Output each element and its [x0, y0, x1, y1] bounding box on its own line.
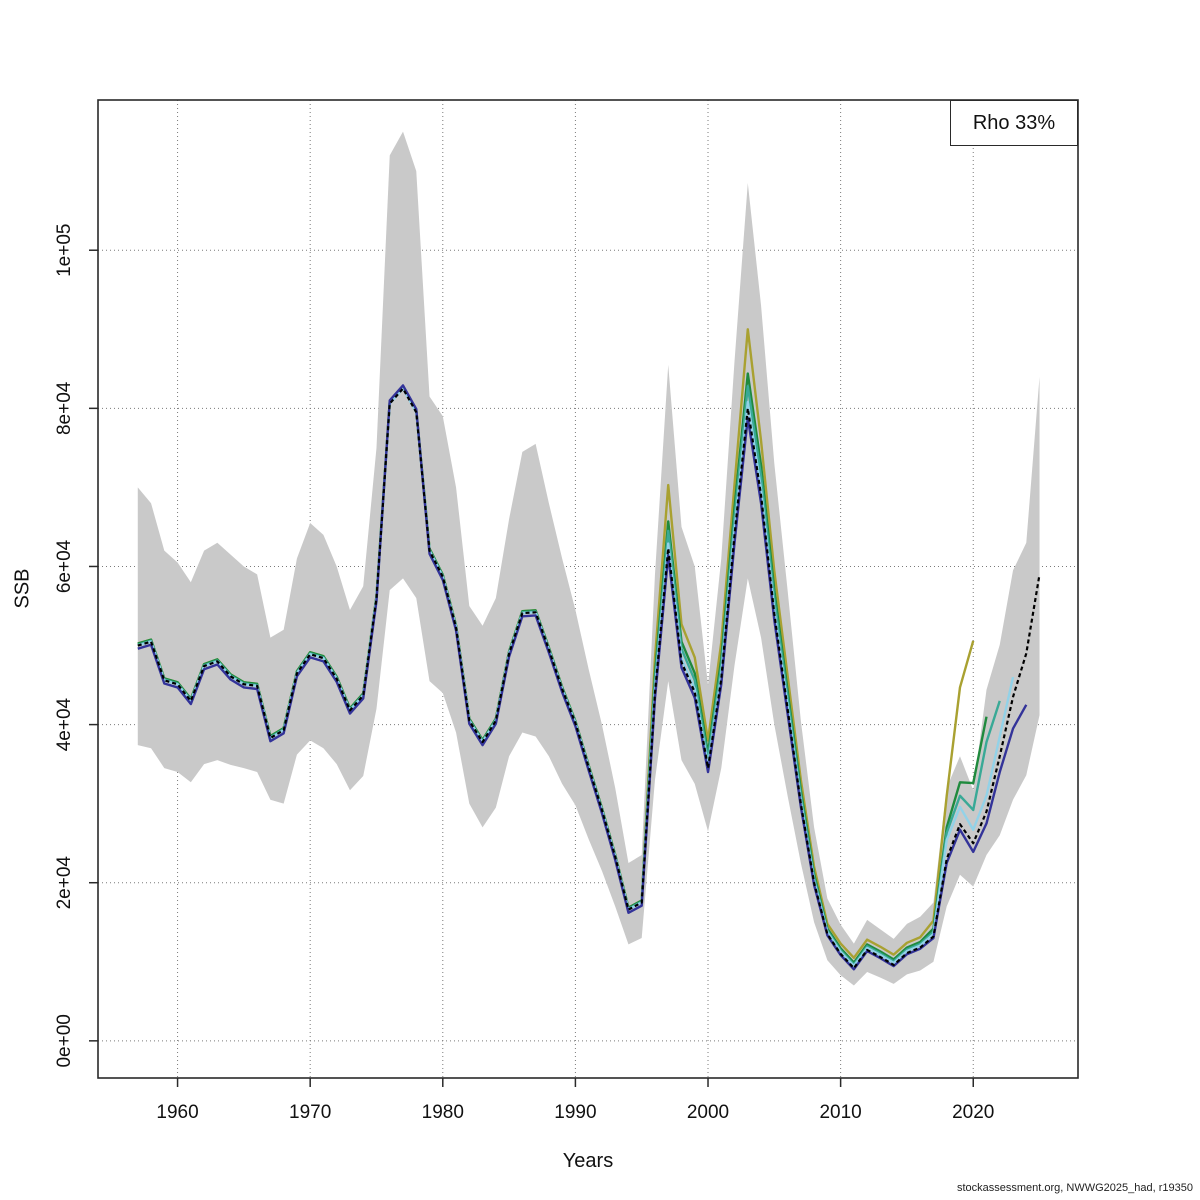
svg-text:2e+04: 2e+04: [54, 856, 75, 910]
svg-text:1990: 1990: [554, 1102, 596, 1123]
axis-ticks: 1960 1970 1980 1990 2000 2010 2020 0e+00 2e+04 4e…: [54, 224, 994, 1123]
confidence-interval: [137, 131, 1040, 986]
svg-text:6e+04: 6e+04: [54, 539, 75, 593]
svg-text:1e+05: 1e+05: [54, 224, 75, 277]
legend-box: Rho 33%: [950, 100, 1078, 146]
retro-peel-2024: [137, 384, 1028, 971]
svg-text:2010: 2010: [819, 1102, 861, 1123]
svg-text:1970: 1970: [289, 1102, 331, 1123]
plot-border: [97, 99, 1079, 1079]
x-axis-title: Years: [562, 1150, 614, 1172]
legend-label: Rho 33%: [972, 111, 1056, 134]
footer-credit: stockassessment.org, NWWG2025_had, r1935…: [956, 1182, 1193, 1194]
svg-text:8e+04: 8e+04: [54, 381, 75, 435]
svg-text:1980: 1980: [422, 1102, 464, 1123]
svg-text:0e+00: 0e+00: [54, 1014, 75, 1067]
y-axis-title: SSB: [11, 568, 34, 609]
svg-text:2000: 2000: [687, 1102, 729, 1123]
svg-text:4e+04: 4e+04: [54, 697, 75, 751]
svg-text:2020: 2020: [952, 1102, 994, 1123]
svg-text:1960: 1960: [156, 1102, 198, 1123]
